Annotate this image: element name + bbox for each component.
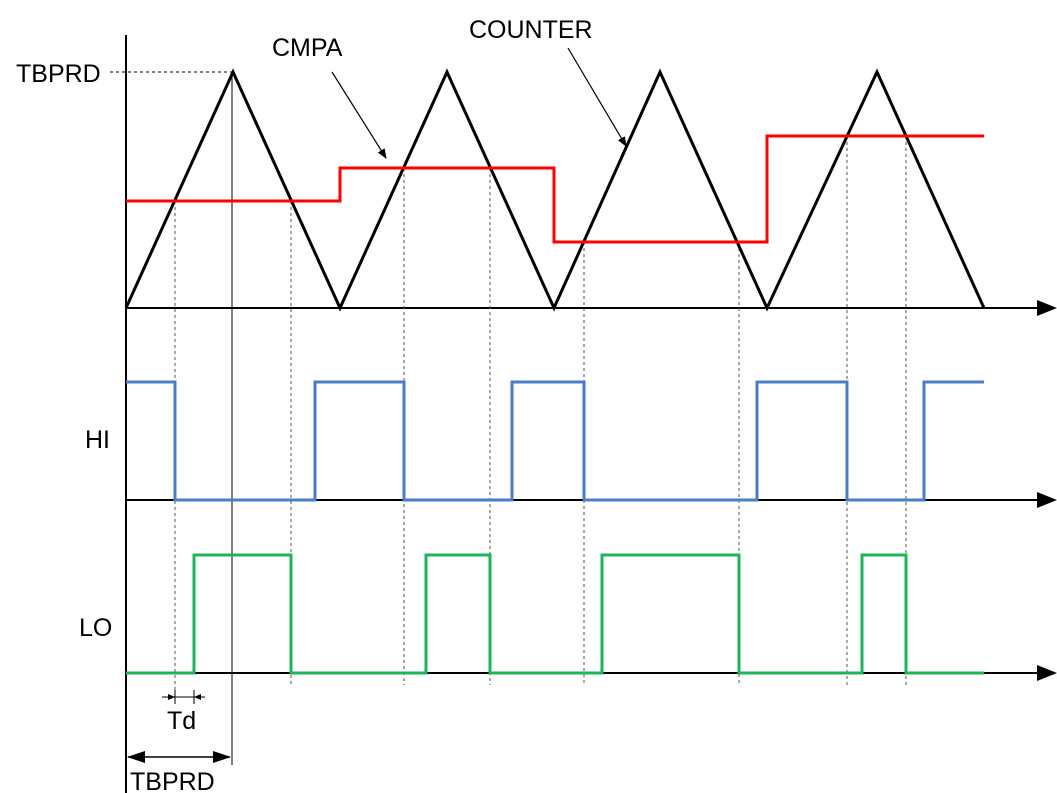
lo-axis-arrow [1037, 665, 1057, 681]
dashed-guides [174, 136, 907, 690]
counter-axis-arrow [1037, 300, 1057, 316]
cmpa-pointer-arrow [331, 71, 387, 159]
hi-waveform [126, 380, 984, 502]
horizontal-axes [126, 300, 1057, 681]
tbprd-dimension [127, 751, 231, 763]
tbprd-level-label: TBPRD [16, 60, 101, 88]
cmpa-compare-line [126, 134, 984, 244]
counter-pointer-arrow [567, 47, 627, 147]
tbprd-arrow-right [213, 751, 231, 763]
counter-triangle-wave [124, 68, 986, 312]
hi-label: HI [85, 426, 110, 454]
tbprd-period-label: TBPRD [130, 768, 215, 793]
cmpa-label: CMPA [272, 34, 343, 62]
lo-waveform [126, 553, 984, 675]
td-arrow-right [194, 694, 201, 700]
td-dimension [162, 690, 205, 704]
lo-label: LO [79, 614, 112, 642]
hi-axis-arrow [1037, 492, 1057, 508]
counter-label: COUNTER [469, 16, 593, 44]
td-arrow-left [168, 694, 175, 700]
tbprd-arrow-left [127, 751, 145, 763]
td-label: Td [167, 707, 196, 735]
